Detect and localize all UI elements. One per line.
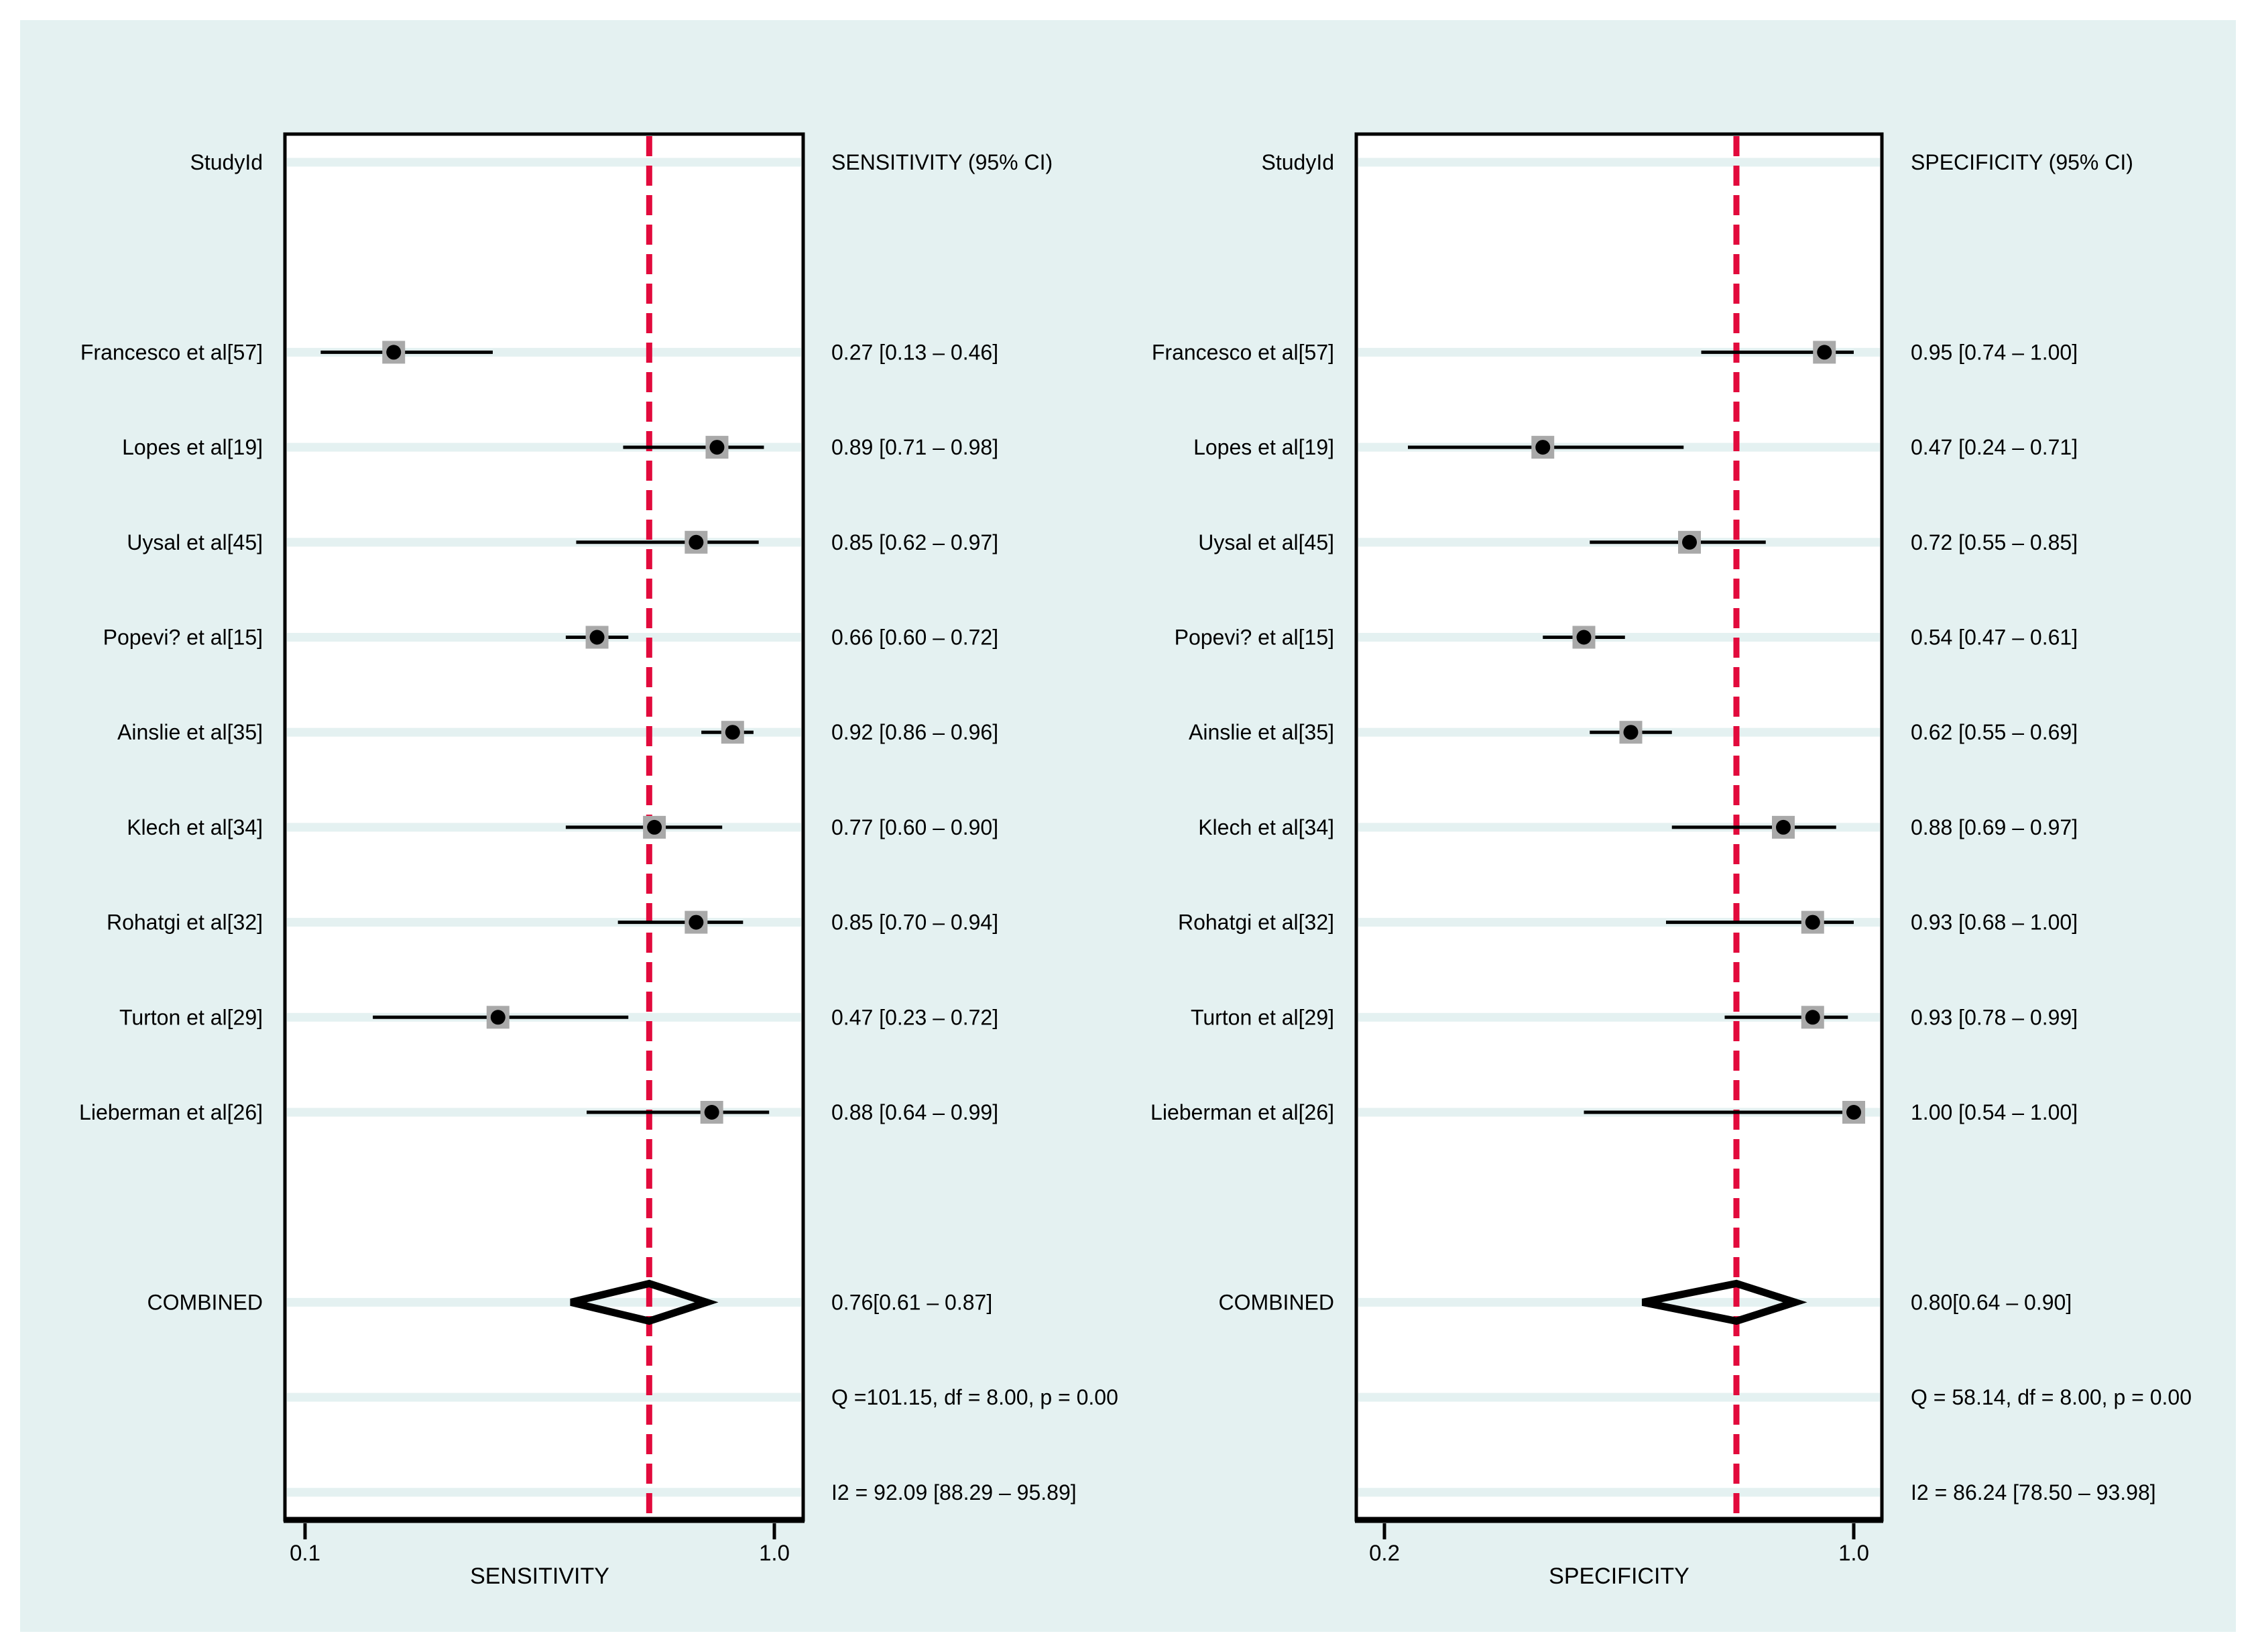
- row-stripe: [287, 1297, 801, 1307]
- axis-title: SENSITIVITY: [470, 1564, 609, 1589]
- study-label: Ainslie et al[35]: [1189, 720, 1334, 744]
- combined-diamond: [570, 1279, 719, 1325]
- column-header-studyid: StudyId: [1261, 150, 1334, 174]
- ci-value: 0.27 [0.13 – 0.46]: [831, 340, 998, 364]
- study-label: Klech et al[34]: [1198, 815, 1334, 839]
- heterogeneity-i2-stat: I2 = 86.24 [78.50 – 93.98]: [1911, 1480, 2156, 1504]
- point-estimate-marker: [1776, 819, 1791, 835]
- row-stripe: [1358, 918, 1880, 927]
- study-label: Lopes et al[19]: [122, 435, 263, 459]
- row-stripe: [287, 633, 801, 642]
- ci-value: 0.77 [0.60 – 0.90]: [831, 815, 998, 839]
- study-label: Lieberman et al[26]: [1150, 1100, 1334, 1124]
- row-stripe: [1358, 1012, 1880, 1022]
- heterogeneity-q-stat: Q = 58.14, df = 8.00, p = 0.00: [1911, 1385, 2192, 1409]
- study-label: Lopes et al[19]: [1193, 435, 1334, 459]
- ci-value: 0.47 [0.24 – 0.71]: [1911, 435, 2078, 459]
- point-estimate-marker: [689, 914, 704, 930]
- point-estimate-marker: [1623, 725, 1639, 740]
- point-estimate-marker: [1682, 534, 1697, 550]
- point-estimate-marker: [1576, 630, 1592, 645]
- ci-value: 0.95 [0.74 – 1.00]: [1911, 340, 2078, 364]
- ci-value: 0.72 [0.55 – 0.85]: [1911, 530, 2078, 554]
- axis-tick-label: 1.0: [1838, 1541, 1869, 1566]
- ci-value: 0.88 [0.64 – 0.99]: [831, 1100, 998, 1124]
- study-label: Klech et al[34]: [127, 815, 263, 839]
- row-stripe: [287, 727, 801, 737]
- point-estimate-marker: [490, 1010, 506, 1025]
- ci-value: 0.88 [0.69 – 0.97]: [1911, 815, 2078, 839]
- ci-value: 0.62 [0.55 – 0.69]: [1911, 720, 2078, 744]
- study-label: Turton et al[29]: [1191, 1005, 1334, 1029]
- study-label: Rohatgi et al[32]: [107, 910, 263, 935]
- ci-value: 0.89 [0.71 – 0.98]: [831, 435, 998, 459]
- study-label: Rohatgi et al[32]: [1178, 910, 1334, 935]
- study-label: Popevi? et al[15]: [1175, 626, 1334, 650]
- axis-tick-label: 0.1: [290, 1541, 320, 1566]
- combined-label: COMBINED: [1219, 1290, 1334, 1314]
- point-estimate-marker: [1805, 1010, 1820, 1025]
- row-stripe: [1358, 158, 1880, 167]
- axis-tick-label: 1.0: [759, 1541, 790, 1566]
- study-label: Popevi? et al[15]: [103, 626, 263, 650]
- ci-value: 0.85 [0.62 – 0.97]: [831, 530, 998, 554]
- row-stripe: [287, 538, 801, 547]
- point-estimate-marker: [647, 819, 662, 835]
- ci-value: 0.93 [0.78 – 0.99]: [1911, 1005, 2078, 1029]
- study-label: Francesco et al[57]: [80, 340, 263, 364]
- axis-title: SPECIFICITY: [1549, 1564, 1689, 1589]
- row-stripe: [1358, 823, 1880, 832]
- row-stripe: [287, 1488, 801, 1497]
- ci-value: 0.66 [0.60 – 0.72]: [831, 626, 998, 650]
- row-stripe: [1358, 1488, 1880, 1497]
- row-stripe: [287, 442, 801, 452]
- combined-ci-value: 0.80[0.64 – 0.90]: [1911, 1290, 2072, 1314]
- ci-value: 0.93 [0.68 – 1.00]: [1911, 910, 2078, 935]
- column-header-ci: SENSITIVITY (95% CI): [831, 150, 1053, 174]
- panel-sensitivity: 0.1 1.0 SENSITIVITY StudyId SENSITIVITY (95%…: [79, 132, 1118, 1589]
- study-label: Francesco et al[57]: [1152, 340, 1334, 364]
- ci-value: 0.92 [0.86 – 0.96]: [831, 720, 998, 744]
- ci-value: 0.85 [0.70 – 0.94]: [831, 910, 998, 935]
- study-label: Uysal et al[45]: [1198, 530, 1334, 554]
- point-estimate-marker: [704, 1105, 719, 1120]
- point-estimate-marker: [589, 630, 605, 645]
- axis-tick-label: 0.2: [1369, 1541, 1400, 1566]
- point-estimate-marker: [1805, 914, 1820, 930]
- point-estimate-marker: [709, 440, 725, 455]
- row-stripe: [1358, 1297, 1880, 1307]
- study-label: Ainslie et al[35]: [117, 720, 263, 744]
- point-estimate-marker: [1817, 345, 1832, 360]
- combined-ci-value: 0.76[0.61 – 0.87]: [831, 1290, 992, 1314]
- study-label: Uysal et al[45]: [127, 530, 263, 554]
- row-stripe: [287, 918, 801, 927]
- ci-value: 0.47 [0.23 – 0.72]: [831, 1005, 998, 1029]
- row-stripe: [287, 158, 801, 167]
- point-estimate-marker: [725, 725, 740, 740]
- point-estimate-marker: [386, 345, 402, 360]
- row-stripe: [1358, 1393, 1880, 1402]
- point-estimate-marker: [1535, 440, 1551, 455]
- panel-specificity: 0.2 1.0 SPECIFICITY StudyId SPECIFICITY (95%…: [1150, 132, 2192, 1589]
- row-stripe: [287, 1108, 801, 1117]
- point-estimate-marker: [689, 534, 704, 550]
- point-estimate-marker: [1846, 1105, 1861, 1120]
- row-stripe: [1358, 347, 1880, 357]
- ci-value: 1.00 [0.54 – 1.00]: [1911, 1100, 2078, 1124]
- combined-label: COMBINED: [147, 1290, 263, 1314]
- heterogeneity-i2-stat: I2 = 92.09 [88.29 – 95.89]: [831, 1480, 1077, 1504]
- row-stripe: [287, 1393, 801, 1402]
- heterogeneity-q-stat: Q =101.15, df = 8.00, p = 0.00: [831, 1385, 1118, 1409]
- study-label: Turton et al[29]: [119, 1005, 263, 1029]
- row-stripe: [287, 823, 801, 832]
- ci-value: 0.54 [0.47 – 0.61]: [1911, 626, 2078, 650]
- column-header-ci: SPECIFICITY (95% CI): [1911, 150, 2133, 174]
- row-stripe: [287, 347, 801, 357]
- study-label: Lieberman et al[26]: [79, 1100, 263, 1124]
- combined-diamond: [1641, 1279, 1807, 1325]
- column-header-studyid: StudyId: [190, 150, 263, 174]
